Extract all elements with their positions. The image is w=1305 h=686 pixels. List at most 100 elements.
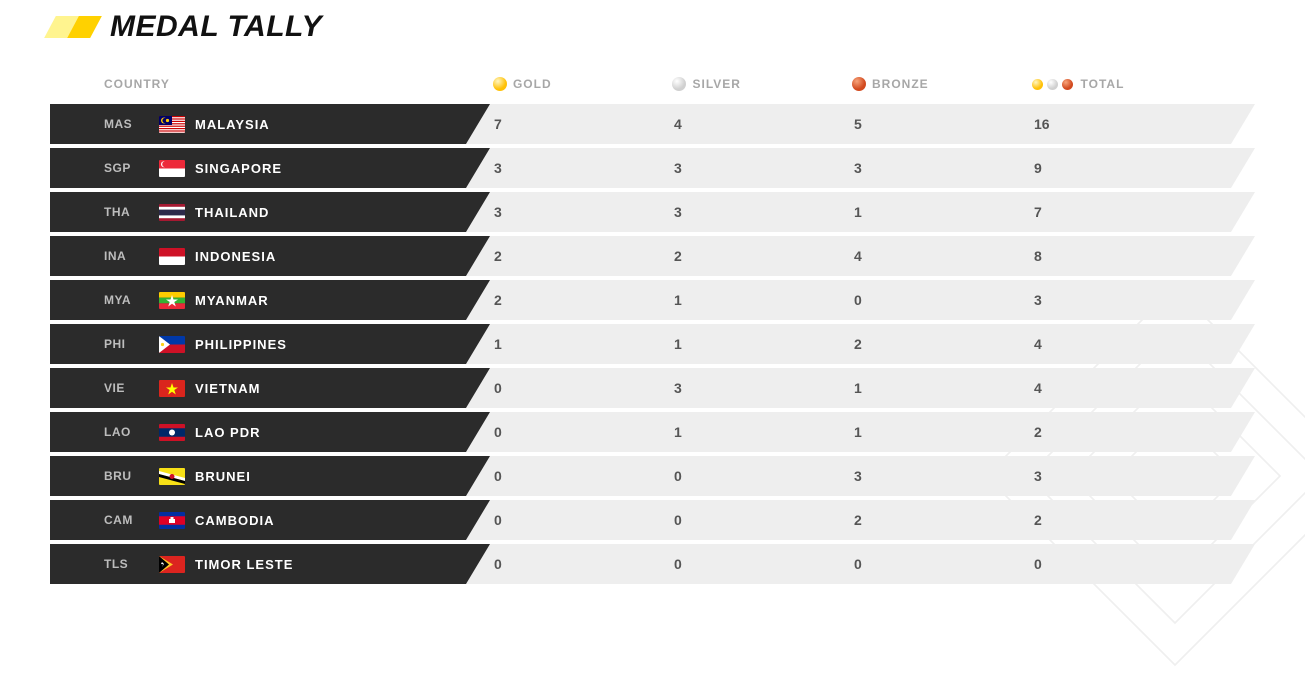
cell-bronze: 5 bbox=[854, 116, 1034, 132]
flag-icon bbox=[159, 556, 185, 573]
header-silver-label: SILVER bbox=[692, 77, 740, 91]
title-accent-icon bbox=[44, 16, 102, 38]
row-country: MYA MYANMAR bbox=[50, 280, 490, 320]
header-bronze: BRONZE bbox=[852, 77, 1032, 91]
cell-bronze: 0 bbox=[854, 556, 1034, 572]
header-total-label: TOTAL bbox=[1081, 77, 1125, 91]
flag-icon bbox=[159, 424, 185, 441]
cell-silver: 4 bbox=[674, 116, 854, 132]
country-name: MALAYSIA bbox=[195, 117, 270, 132]
cell-gold: 7 bbox=[494, 116, 674, 132]
cell-silver: 3 bbox=[674, 204, 854, 220]
row-country: INA INDONESIA bbox=[50, 236, 490, 276]
country-code: THA bbox=[104, 205, 159, 219]
row-country: THA THAILAND bbox=[50, 192, 490, 232]
cell-total: 4 bbox=[1034, 380, 1234, 396]
cell-gold: 2 bbox=[494, 292, 674, 308]
flag-icon bbox=[159, 160, 185, 177]
table-row: 2 1 0 3 MYA MYANMAR bbox=[50, 280, 1255, 320]
cell-silver: 1 bbox=[674, 336, 854, 352]
page-title: MEDAL TALLY bbox=[110, 10, 322, 44]
cell-total: 9 bbox=[1034, 160, 1234, 176]
cell-bronze: 3 bbox=[854, 160, 1034, 176]
flag-icon bbox=[159, 248, 185, 265]
cell-gold: 0 bbox=[494, 424, 674, 440]
silver-medal-icon bbox=[672, 77, 686, 91]
flag-icon bbox=[159, 468, 185, 485]
country-name: TIMOR LESTE bbox=[195, 557, 293, 572]
country-name: PHILIPPINES bbox=[195, 337, 287, 352]
table-row: 3 3 1 7 THA THAILAND bbox=[50, 192, 1255, 232]
cell-gold: 0 bbox=[494, 380, 674, 396]
row-country: CAM CAMBODIA bbox=[50, 500, 490, 540]
row-country: VIE VIETNAM bbox=[50, 368, 490, 408]
cell-gold: 3 bbox=[494, 160, 674, 176]
flag-icon bbox=[159, 292, 185, 309]
table-header: COUNTRY GOLD SILVER BRONZE TOTAL bbox=[50, 64, 1255, 104]
row-country: BRU BRUNEI bbox=[50, 456, 490, 496]
cell-gold: 1 bbox=[494, 336, 674, 352]
cell-total: 2 bbox=[1034, 512, 1234, 528]
country-code: CAM bbox=[104, 513, 159, 527]
cell-gold: 2 bbox=[494, 248, 674, 264]
country-name: THAILAND bbox=[195, 205, 269, 220]
country-name: CAMBODIA bbox=[195, 513, 275, 528]
flag-icon bbox=[159, 116, 185, 133]
cell-silver: 2 bbox=[674, 248, 854, 264]
cell-total: 8 bbox=[1034, 248, 1234, 264]
cell-silver: 0 bbox=[674, 556, 854, 572]
cell-bronze: 4 bbox=[854, 248, 1034, 264]
cell-total: 3 bbox=[1034, 292, 1234, 308]
flag-icon bbox=[159, 336, 185, 353]
cell-silver: 0 bbox=[674, 468, 854, 484]
total-silver-icon bbox=[1047, 79, 1058, 90]
cell-bronze: 2 bbox=[854, 336, 1034, 352]
gold-medal-icon bbox=[493, 77, 507, 91]
table-row: 2 2 4 8 INA INDONESIA bbox=[50, 236, 1255, 276]
table-row: 0 0 2 2 CAM CAMBODIA bbox=[50, 500, 1255, 540]
table-row: 3 3 3 9 SGP SINGAPORE bbox=[50, 148, 1255, 188]
cell-bronze: 3 bbox=[854, 468, 1034, 484]
country-name: BRUNEI bbox=[195, 469, 251, 484]
country-name: SINGAPORE bbox=[195, 161, 282, 176]
cell-total: 4 bbox=[1034, 336, 1234, 352]
cell-bronze: 1 bbox=[854, 424, 1034, 440]
country-name: MYANMAR bbox=[195, 293, 269, 308]
row-country: MAS MALAYSIA bbox=[50, 104, 490, 144]
cell-bronze: 1 bbox=[854, 204, 1034, 220]
cell-silver: 1 bbox=[674, 292, 854, 308]
bronze-medal-icon bbox=[852, 77, 866, 91]
cell-bronze: 1 bbox=[854, 380, 1034, 396]
country-code: MAS bbox=[104, 117, 159, 131]
cell-bronze: 2 bbox=[854, 512, 1034, 528]
cell-total: 16 bbox=[1034, 116, 1234, 132]
table-row: 0 0 0 0 TLS TIMOR LESTE bbox=[50, 544, 1255, 584]
cell-total: 0 bbox=[1034, 556, 1234, 572]
cell-gold: 0 bbox=[494, 512, 674, 528]
table-body: 7 4 5 16 MAS MALAYSIA 3 3 3 9 SGP SINGAP… bbox=[50, 104, 1255, 584]
cell-gold: 0 bbox=[494, 556, 674, 572]
country-code: BRU bbox=[104, 469, 159, 483]
country-code: SGP bbox=[104, 161, 159, 175]
cell-gold: 0 bbox=[494, 468, 674, 484]
cell-total: 3 bbox=[1034, 468, 1234, 484]
header-gold-label: GOLD bbox=[513, 77, 552, 91]
row-country: SGP SINGAPORE bbox=[50, 148, 490, 188]
table-row: 0 3 1 4 VIE VIETNAM bbox=[50, 368, 1255, 408]
row-country: LAO LAO PDR bbox=[50, 412, 490, 452]
cell-total: 7 bbox=[1034, 204, 1234, 220]
flag-icon bbox=[159, 512, 185, 529]
header-gold: GOLD bbox=[493, 77, 673, 91]
country-name: LAO PDR bbox=[195, 425, 261, 440]
total-bronze-icon bbox=[1062, 79, 1073, 90]
country-code: MYA bbox=[104, 293, 159, 307]
cell-bronze: 0 bbox=[854, 292, 1034, 308]
cell-silver: 3 bbox=[674, 380, 854, 396]
country-code: INA bbox=[104, 249, 159, 263]
cell-total: 2 bbox=[1034, 424, 1234, 440]
country-name: INDONESIA bbox=[195, 249, 276, 264]
flag-icon bbox=[159, 204, 185, 221]
header-bronze-label: BRONZE bbox=[872, 77, 929, 91]
table-row: 0 1 1 2 LAO LAO PDR bbox=[50, 412, 1255, 452]
cell-silver: 1 bbox=[674, 424, 854, 440]
